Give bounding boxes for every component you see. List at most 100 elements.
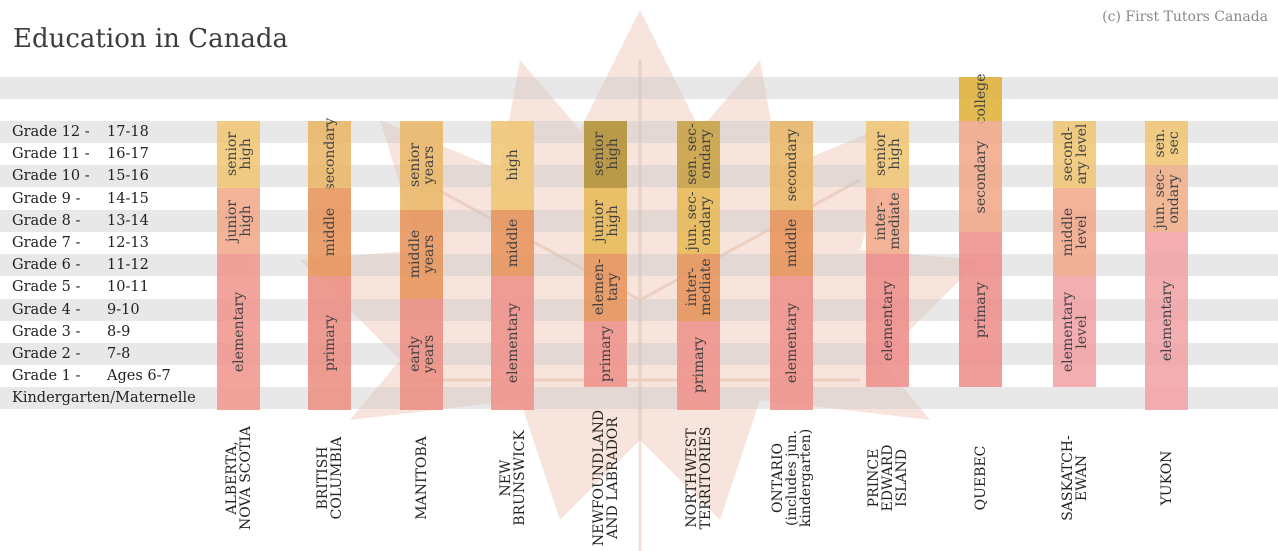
province-name: BRITISH COLUMBIA [314, 436, 345, 520]
grade-name: Grade 6 - [12, 257, 81, 274]
province-name: PRINCE EDWARD ISLAND [865, 444, 910, 512]
grade-name: Grade 2 - [12, 346, 81, 362]
province-name: ONTARIO (includes jun. kindergarten) [769, 428, 814, 528]
school-level-segment: secondary [959, 121, 1002, 232]
province-name: ALBERTA, NOVA SCOTIA [223, 426, 254, 530]
grade-name: Grade 1 - [12, 368, 81, 385]
grade-age: 10-11 [107, 279, 149, 296]
school-level-label: jun. sec- ondary [1151, 169, 1182, 229]
school-level-segment: jun. sec- ondary [677, 187, 720, 255]
school-level-segment: middle [491, 209, 534, 277]
province-label: MANITOBA [392, 418, 452, 538]
province-label: BRITISH COLUMBIA [300, 418, 360, 538]
school-level-segment: middle years [400, 209, 443, 299]
grade-name: Kindergarten/Maternelle [12, 390, 196, 407]
school-level-label: high [504, 149, 521, 182]
school-level-label: primary [690, 337, 707, 394]
school-level-segment: elementary [491, 276, 534, 410]
school-level-label: senior high [872, 132, 903, 177]
school-level-segment: sen. sec [1145, 121, 1188, 166]
grade-age: Ages 6-7 [107, 368, 171, 385]
school-level-segment: senior years [400, 121, 443, 210]
grade-age: 17-18 [107, 124, 149, 140]
grade-stripe [0, 76, 1278, 99]
school-level-label: sen. sec- ondary [683, 123, 714, 186]
province-name: NEW BRUNSWICK [497, 430, 528, 526]
province-label: SASKATCH- EWAN [1045, 418, 1105, 538]
grade-name: Grade 10 - [12, 168, 90, 185]
grade-age: 14-15 [107, 190, 149, 207]
school-level-label: primary [972, 281, 989, 338]
school-level-segment: secondary [770, 121, 813, 210]
copyright-notice: (c) First Tutors Canada [1102, 9, 1268, 25]
school-level-label: elementary [879, 280, 896, 361]
school-level-label: inter- mediate [872, 192, 903, 250]
school-level-segment: early years [400, 298, 443, 410]
school-level-label: elementary level [1059, 291, 1090, 372]
school-level-segment: elemen- tary [584, 254, 627, 321]
grade-name: Grade 9 - [12, 190, 81, 207]
school-level-label: middle [504, 218, 521, 268]
school-level-label: secondary [321, 117, 338, 191]
grade-name: Grade 11 - [12, 146, 90, 163]
school-level-label: elementary [230, 291, 247, 372]
school-level-segment: middle [308, 187, 351, 277]
school-level-label: secondary [783, 129, 800, 202]
school-level-label: elementary [783, 302, 800, 384]
school-level-label: junior high [223, 199, 254, 242]
province-label: YUKON [1137, 418, 1197, 538]
grade-age: 9-10 [107, 301, 140, 318]
province-name: YUKON [1158, 450, 1175, 506]
school-level-segment: middle level [1053, 187, 1096, 277]
province-label: NEW BRUNSWICK [483, 418, 543, 538]
school-level-label: college [972, 73, 989, 125]
grade-name: Grade 7 - [12, 235, 81, 251]
page-title: Education in Canada [13, 24, 288, 54]
school-level-segment: middle [770, 209, 813, 277]
school-level-label: second- ary level [1059, 123, 1090, 185]
school-level-segment: elementary [866, 254, 909, 388]
school-level-label: elemen- tary [590, 259, 621, 316]
grade-age: 11-12 [107, 257, 149, 274]
grade-name: Grade 8 - [12, 212, 81, 229]
province-label: ALBERTA, NOVA SCOTIA [209, 418, 269, 538]
school-level-segment: elementary [1145, 232, 1188, 410]
school-level-label: sen. sec [1151, 128, 1182, 158]
school-level-segment: junior high [584, 187, 627, 255]
province-label: NORTHWEST TERRITORIES [669, 418, 729, 538]
grade-name: Grade 4 - [12, 301, 81, 318]
school-level-segment: high [491, 121, 534, 210]
school-level-segment: jun. sec- ondary [1145, 165, 1188, 232]
school-level-segment: inter- mediate [866, 187, 909, 255]
school-level-label: elementary [504, 302, 521, 384]
grade-age: 16-17 [107, 146, 149, 163]
school-level-segment: second- ary level [1053, 121, 1096, 188]
grade-age: 15-16 [107, 168, 149, 185]
grade-name: Grade 5 - [12, 279, 81, 296]
province-name: SASKATCH- EWAN [1059, 435, 1090, 521]
grade-age: 12-13 [107, 235, 149, 251]
school-level-label: elementary [1158, 280, 1175, 361]
school-level-label: primary [597, 325, 614, 383]
province-label: PRINCE EDWARD ISLAND [858, 418, 918, 538]
grade-age: 8-9 [107, 323, 131, 340]
grade-name: Grade 12 - [12, 124, 90, 140]
school-level-label: senior high [223, 132, 254, 177]
school-level-segment: senior high [217, 121, 260, 188]
school-level-label: middle [783, 218, 800, 268]
school-level-label: middle [321, 207, 338, 257]
school-level-label: primary [321, 314, 338, 372]
school-level-segment: senior high [584, 121, 627, 188]
school-level-label: middle years [406, 229, 437, 279]
school-level-segment: elementary level [1053, 276, 1096, 388]
school-level-label: middle level [1059, 207, 1090, 257]
province-name: NEWFOUNDLAND AND LABRADOR [590, 409, 621, 547]
province-label: QUEBEC [951, 418, 1011, 538]
school-level-segment: elementary [770, 276, 813, 410]
grade-age: 7-8 [107, 346, 131, 362]
school-level-segment: primary [584, 320, 627, 388]
school-level-segment: junior high [217, 187, 260, 255]
province-label: NEWFOUNDLAND AND LABRADOR [576, 410, 636, 546]
school-level-label: junior high [590, 199, 621, 242]
